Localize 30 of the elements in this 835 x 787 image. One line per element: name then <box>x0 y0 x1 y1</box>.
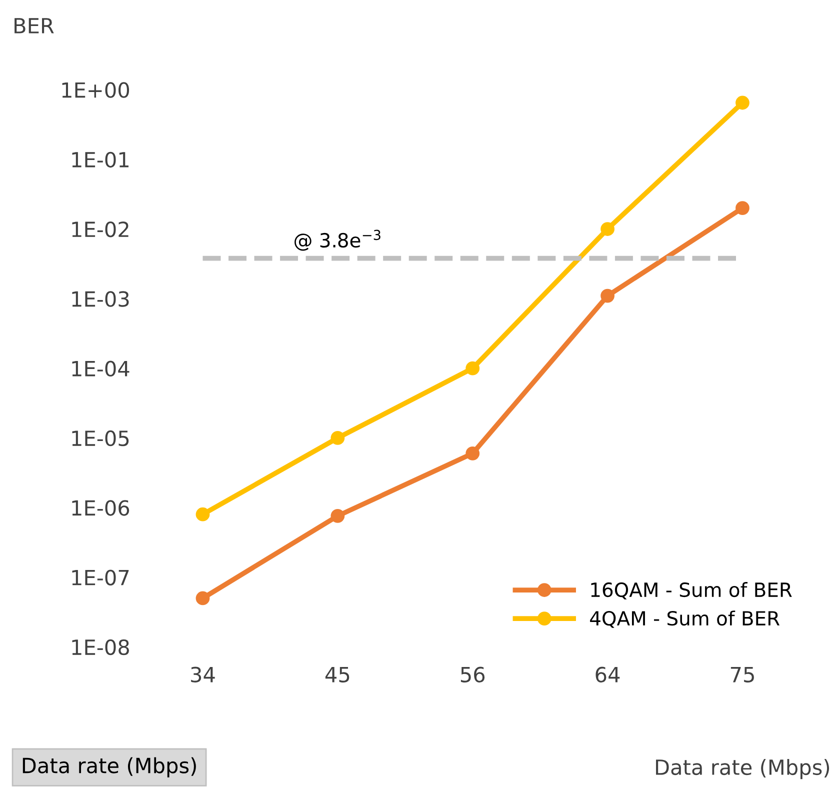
point <box>600 288 614 303</box>
x-tick-label: 34 <box>191 666 215 682</box>
y-tick-label: 1E-05 <box>72 430 129 446</box>
legend-label: 16QAM - Sum of BER <box>591 582 792 600</box>
point <box>330 431 345 445</box>
point <box>736 96 750 110</box>
ref-line-label: @ 3.8e$^{−3}$ <box>294 230 380 251</box>
x-tick-label: 45 <box>325 667 350 682</box>
point <box>330 508 345 523</box>
x-tick-label: 75 <box>730 667 754 682</box>
x-axis-title: Data rate (Mbps) <box>656 758 830 780</box>
point <box>196 591 210 606</box>
x-tick-label: 56 <box>460 666 485 682</box>
point <box>466 361 480 376</box>
y-tick-label: 1E-01 <box>72 152 128 168</box>
y-tick-label: 1E-02 <box>72 221 128 238</box>
y-tick-label: 1E-04 <box>72 360 130 377</box>
y-axis-title: BER <box>14 18 54 34</box>
y-tick-label: 1E-08 <box>72 639 129 656</box>
point <box>196 507 210 522</box>
y-tick-label: 1E+00 <box>62 82 130 98</box>
text: Data rate (Mbps) <box>22 757 196 778</box>
point <box>466 446 480 460</box>
point <box>736 201 750 215</box>
y-tick-label: 1E-03 <box>72 291 129 307</box>
point <box>600 222 614 236</box>
legend-label: 4QAM - Sum of BER <box>590 610 780 628</box>
y-tick-label: 1E-06 <box>72 500 130 516</box>
x-tick-label: 64 <box>596 666 620 682</box>
y-tick-label: 1E-07 <box>72 570 129 586</box>
